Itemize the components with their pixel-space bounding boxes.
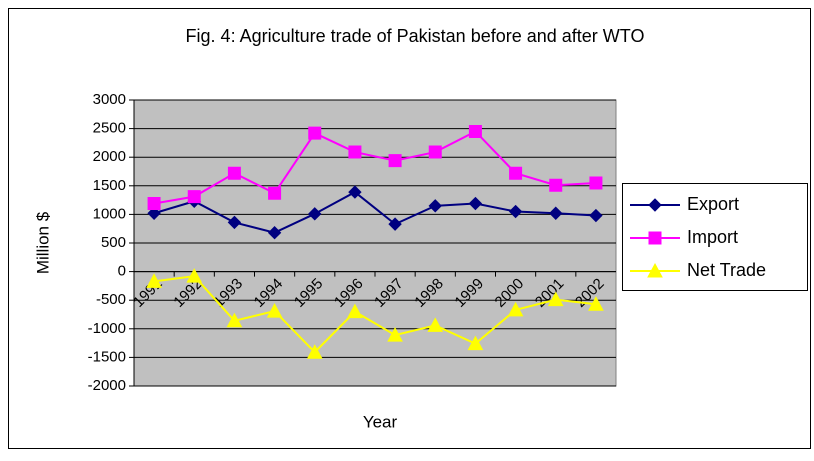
y-tick-label: 1500 — [93, 177, 126, 194]
marker — [549, 206, 563, 220]
marker — [227, 215, 242, 230]
marker — [187, 190, 201, 204]
marker — [468, 124, 482, 138]
marker — [388, 154, 402, 168]
series-line — [153, 130, 596, 205]
marker — [427, 317, 444, 332]
legend-label: Net Trade — [687, 260, 766, 280]
series-line — [153, 190, 596, 234]
marker — [508, 204, 523, 219]
marker — [347, 303, 363, 319]
marker — [509, 166, 523, 180]
marker — [348, 185, 362, 199]
marker — [268, 186, 282, 200]
marker — [227, 166, 241, 180]
y-tick-label: 2500 — [93, 120, 126, 137]
marker — [648, 231, 662, 245]
marker — [507, 301, 524, 317]
marker — [226, 312, 243, 328]
y-tick-label: 2000 — [93, 148, 126, 165]
marker — [428, 145, 442, 159]
legend-label: Export — [687, 194, 739, 214]
marker — [387, 327, 403, 342]
y-tick-label: -500 — [96, 291, 126, 308]
marker — [589, 176, 603, 190]
x-axis-label: Year — [363, 412, 398, 431]
marker — [267, 225, 282, 240]
marker — [388, 217, 402, 231]
marker — [308, 207, 322, 221]
y-axis-label: Million $ — [33, 211, 52, 274]
marker — [468, 196, 483, 211]
y-tick-label: 1000 — [93, 205, 126, 222]
marker — [186, 268, 203, 283]
marker — [348, 145, 362, 159]
marker — [306, 344, 323, 359]
marker — [147, 197, 161, 211]
y-tick-label: -1500 — [88, 348, 126, 365]
y-tick-label: 3000 — [93, 91, 126, 108]
marker — [588, 296, 604, 311]
y-tick-label: -2000 — [88, 377, 126, 394]
marker — [547, 291, 564, 307]
legend-label: Import — [687, 227, 738, 247]
chart-title: Fig. 4: Agriculture trade of Pakistan be… — [186, 26, 645, 46]
marker — [549, 178, 563, 192]
marker — [146, 273, 162, 288]
marker — [647, 262, 663, 278]
marker — [467, 335, 484, 351]
marker — [147, 206, 161, 220]
y-tick-label: -1000 — [88, 320, 126, 337]
y-tick-label: 500 — [101, 234, 126, 251]
marker — [308, 126, 322, 140]
marker — [648, 198, 662, 212]
marker — [428, 199, 442, 213]
marker — [589, 208, 603, 223]
series-line — [153, 275, 597, 354]
marker — [266, 303, 283, 318]
y-tick-label: 0 — [118, 263, 126, 280]
